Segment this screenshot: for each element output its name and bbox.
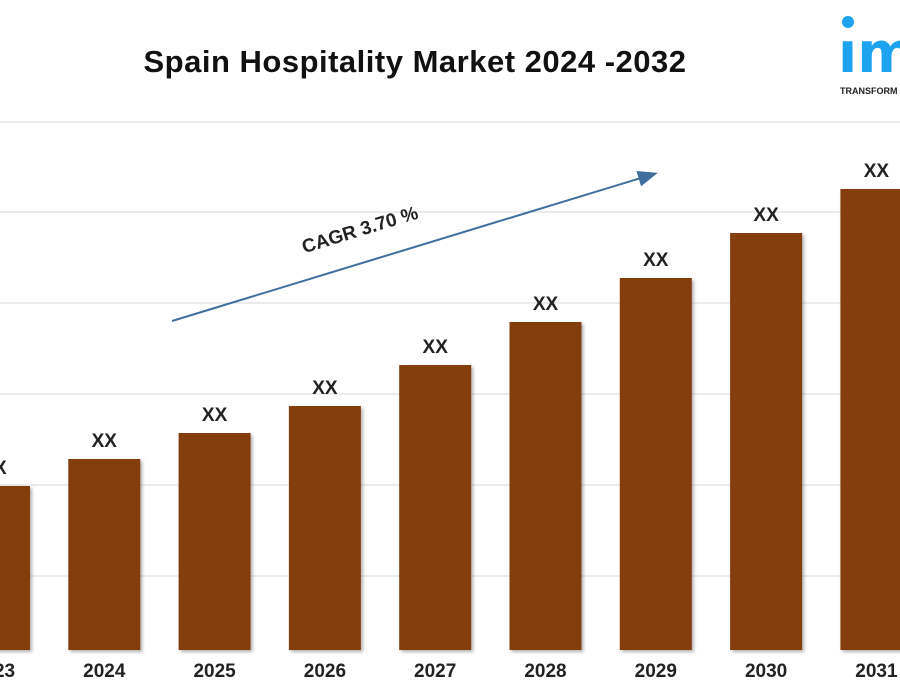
x-tick-label: 2023 <box>0 661 15 682</box>
x-tick-label: 2028 <box>524 661 566 682</box>
data-label: XX <box>864 161 890 182</box>
logo-subtext: TRANSFORM <box>840 86 898 96</box>
x-tick-label: 2029 <box>635 661 677 682</box>
data-label: XX <box>202 405 228 426</box>
cagr-arrow <box>171 171 658 322</box>
x-tick-label: 2024 <box>83 661 126 682</box>
data-label: XX <box>753 205 779 226</box>
logo-dot <box>842 16 854 28</box>
data-label: XX <box>423 337 449 358</box>
chart-title: Spain Hospitality Market 2024 -2032 <box>143 44 687 79</box>
x-tick-label: 2031 <box>855 661 898 682</box>
bar-2027 <box>399 365 472 650</box>
bar-2023 <box>0 486 30 650</box>
x-tick-label: 2026 <box>304 661 346 682</box>
bar-2029 <box>619 278 692 650</box>
bar-2024 <box>68 459 141 650</box>
bar-2025 <box>178 433 251 650</box>
data-label: XX <box>643 250 669 271</box>
data-label: XX <box>0 458 7 479</box>
x-tick-label: 2030 <box>745 661 787 682</box>
logo: ım TRANSFORM <box>836 14 900 104</box>
bar-2030 <box>730 233 803 650</box>
data-label: XX <box>533 294 559 315</box>
logo-mark: ım <box>838 21 900 86</box>
bar-2026 <box>288 406 361 650</box>
data-label: XX <box>312 378 338 399</box>
data-label: XX <box>92 431 118 452</box>
bar-2031 <box>840 189 900 650</box>
x-tick-label: 2025 <box>193 661 236 682</box>
bar-2028 <box>509 322 582 650</box>
x-tick-label: 2027 <box>414 661 456 682</box>
